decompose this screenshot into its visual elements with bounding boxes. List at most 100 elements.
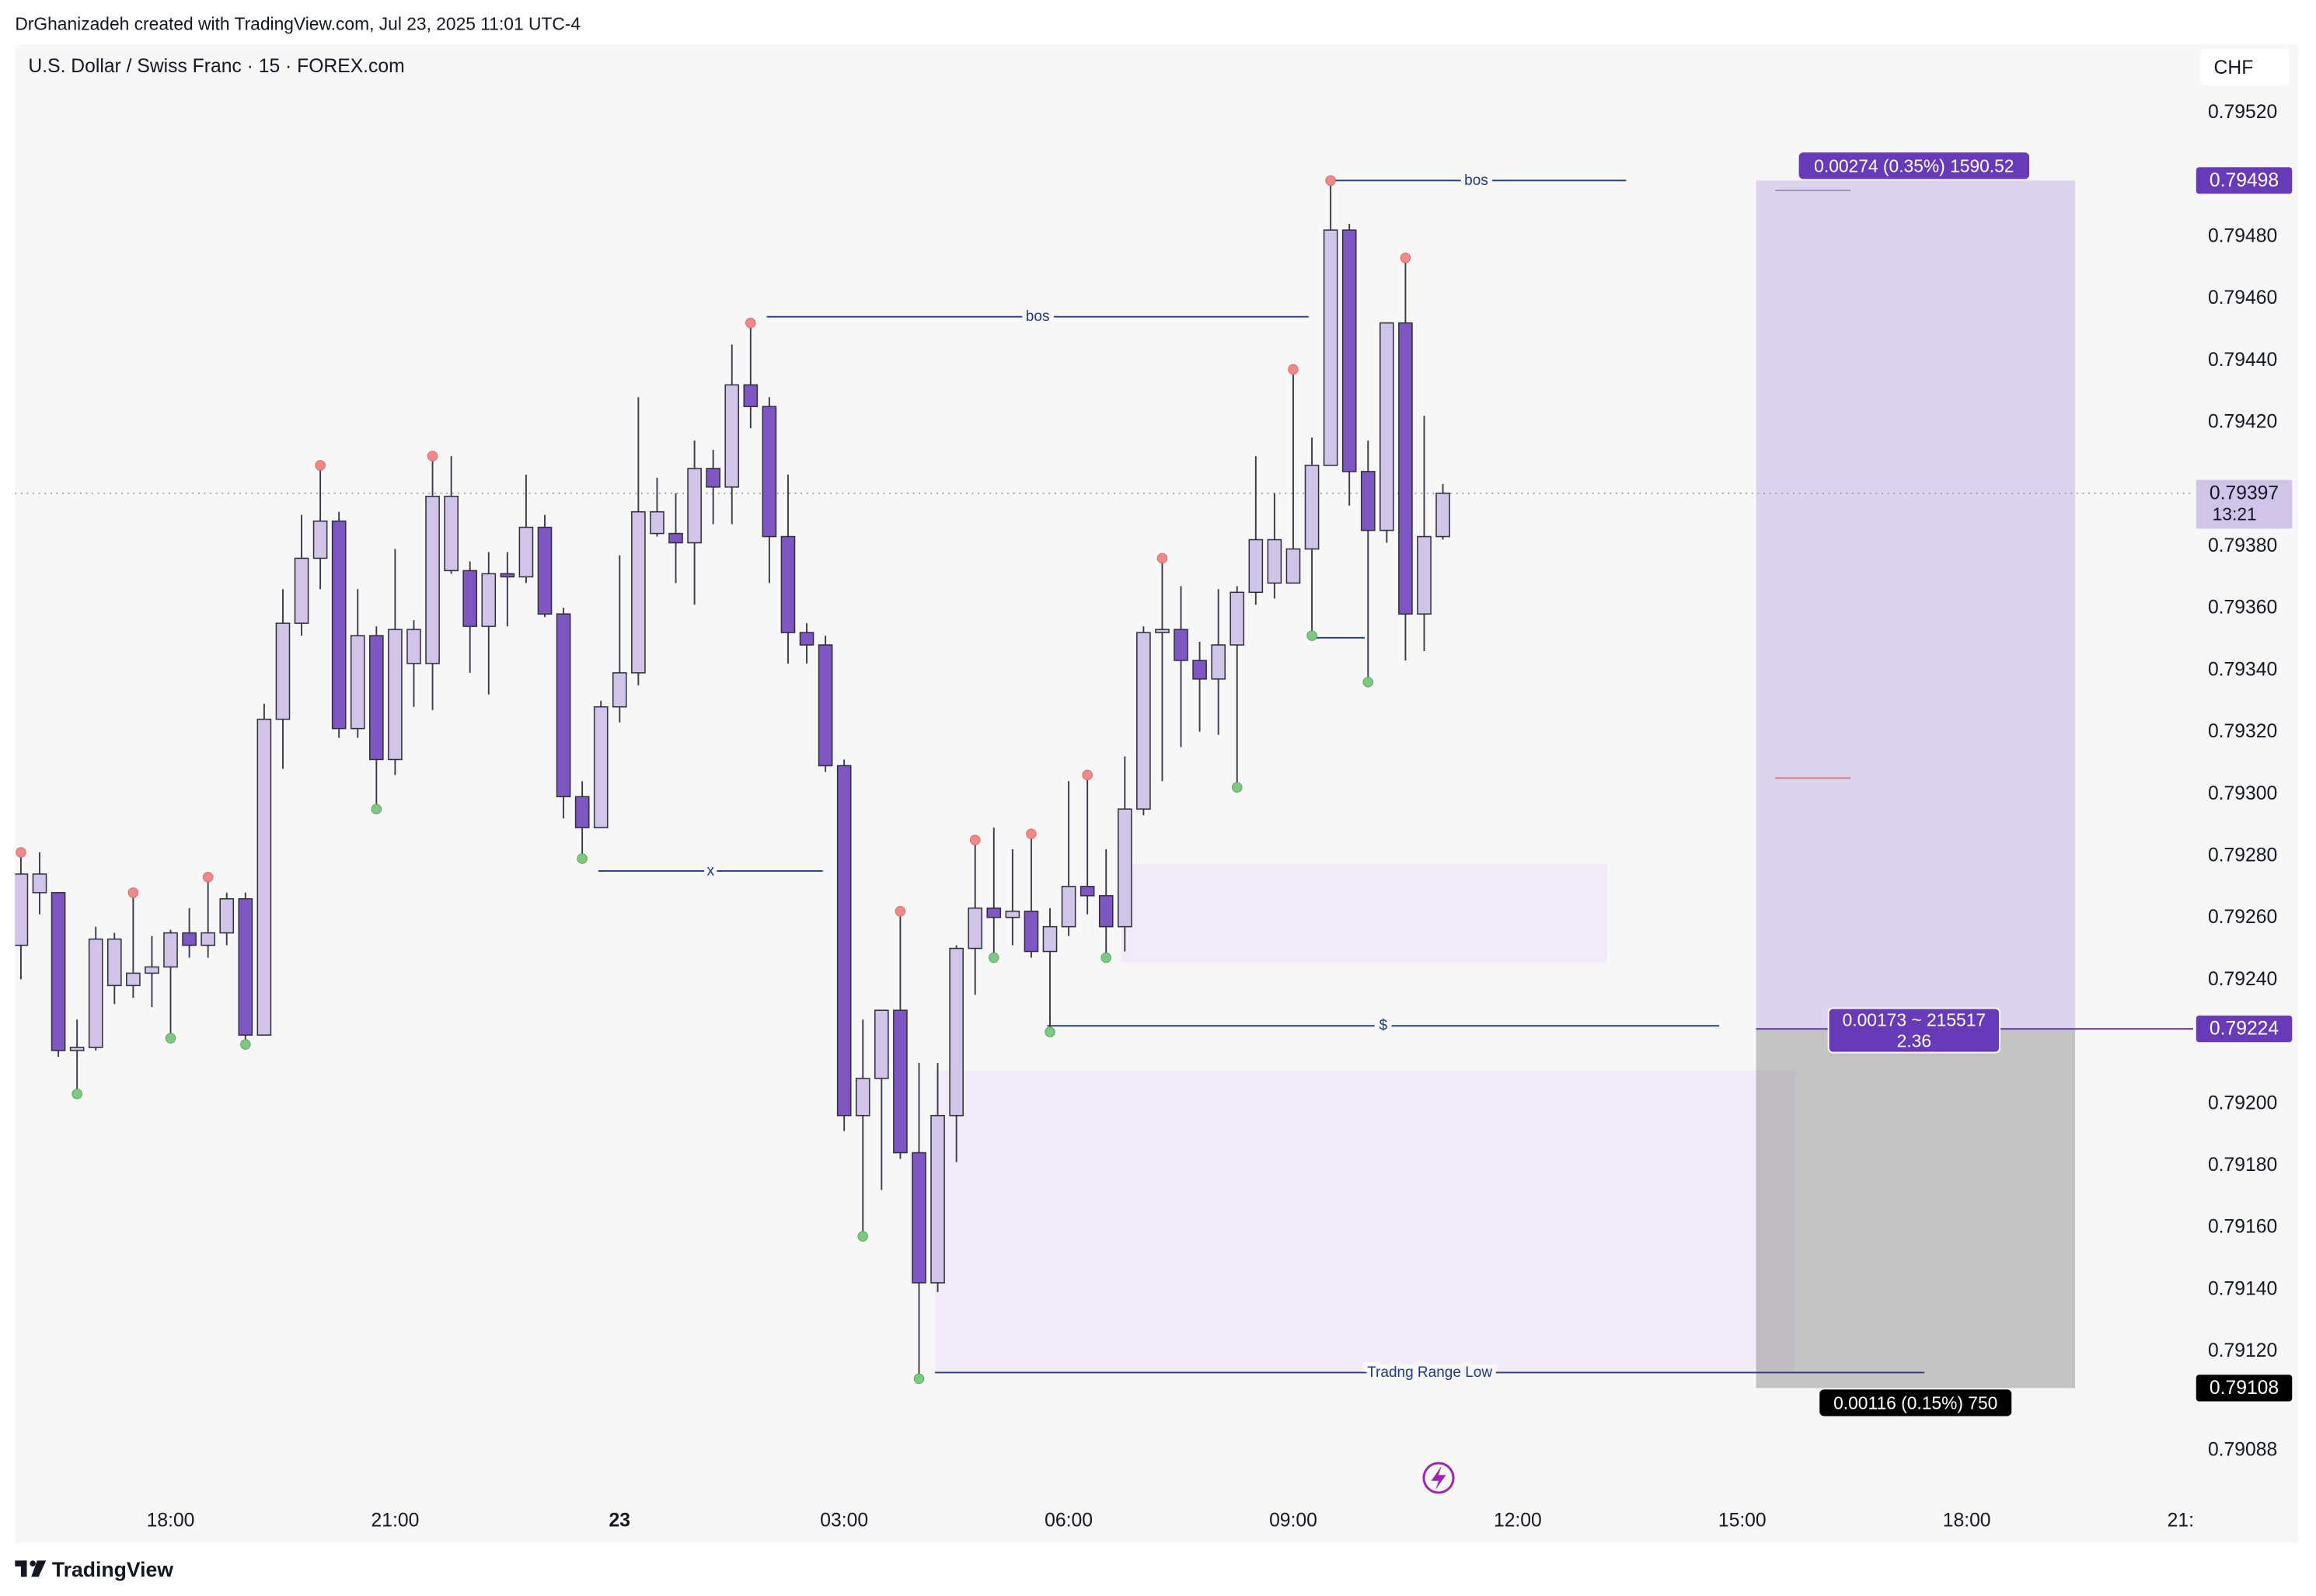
candle-body — [444, 496, 459, 572]
x-tick-label: 12:00 — [1494, 1511, 1542, 1532]
pivot-low — [1100, 952, 1111, 964]
pivot-high — [745, 317, 756, 329]
candle-body — [201, 932, 215, 946]
pivot-low — [913, 1373, 925, 1385]
alert-icon[interactable] — [1422, 1462, 1455, 1494]
candle-body — [780, 535, 796, 633]
candle-body — [106, 938, 122, 987]
candle-body — [968, 907, 983, 950]
candle-body — [69, 1047, 85, 1051]
candle-body — [574, 796, 590, 828]
candle-body — [481, 573, 497, 627]
candle-body — [238, 898, 253, 1036]
y-tick-label: 0.79280 — [2208, 845, 2277, 866]
price-tag-label: 0.79224 — [2210, 1019, 2279, 1040]
price-axis: 0.79520 0.79480 0.79460 0.79440 0.79420 0.793… — [2196, 102, 2293, 1461]
price-tag — [2196, 1016, 2293, 1043]
x-tick-label: 18:00 — [1943, 1511, 1991, 1532]
candle-body — [1098, 895, 1114, 928]
pivot-low — [240, 1039, 251, 1050]
ratio-label: 2.36 — [1897, 1030, 1931, 1051]
candle-body — [1024, 910, 1039, 953]
candle-body — [256, 718, 272, 1036]
pivot-high — [202, 872, 214, 883]
candle-body — [88, 938, 103, 1048]
pivot-high — [315, 460, 326, 471]
target-label-box — [1798, 152, 2030, 179]
logo-part — [20, 1560, 27, 1577]
x-tick-label: 03:00 — [820, 1511, 868, 1532]
x-tick-label: 15:00 — [1718, 1511, 1767, 1532]
candle-body — [874, 1009, 889, 1079]
price-tag-label: 0.79108 — [2210, 1378, 2279, 1399]
candle-body — [1042, 925, 1058, 953]
candle-body — [275, 622, 291, 720]
currency-box[interactable] — [2200, 48, 2290, 86]
y-tick-label: 0.79420 — [2208, 412, 2277, 433]
candle-body — [537, 526, 553, 615]
y-tick-label: 0.79200 — [2208, 1092, 2277, 1113]
candle-body — [743, 384, 759, 407]
candle-body — [724, 384, 740, 488]
alert-circle[interactable] — [1422, 1462, 1455, 1494]
x-tick-label: 21:00 — [2168, 1511, 2216, 1532]
logo-part — [31, 1560, 47, 1577]
footer-brand: TradingView — [52, 1558, 173, 1581]
candle-body — [1117, 808, 1132, 928]
pivot-low — [72, 1089, 82, 1099]
pivot-high — [895, 905, 906, 917]
annotation-label: bos — [1026, 308, 1050, 325]
candle-body — [1267, 538, 1282, 584]
candle-body — [32, 873, 47, 894]
candle-body — [1285, 548, 1301, 584]
candle-body — [650, 511, 664, 535]
candle-body — [182, 932, 197, 946]
plot-area: bos bos x $ Tradng Range Low 0.00274 (0.35%) … — [15, 152, 2216, 1532]
y-tick-label: 0.79180 — [2208, 1155, 2277, 1176]
pivot-high — [1288, 364, 1299, 375]
x-tick-label: 18:00 — [147, 1511, 195, 1532]
candle-body — [593, 706, 609, 828]
zone — [935, 1070, 1795, 1372]
candle-body — [15, 873, 29, 946]
y-tick-label: 0.79160 — [2208, 1217, 2277, 1238]
countdown-label: 13:21 — [2213, 504, 2257, 524]
candle-body — [425, 496, 440, 664]
candle-body — [893, 1009, 908, 1154]
pivot-high — [1082, 769, 1093, 781]
y-tick-label: 0.79460 — [2208, 287, 2277, 308]
symbol-title: U.S. Dollar / Swiss Franc · 15 · FOREX.c… — [28, 56, 404, 77]
candle-body — [762, 406, 777, 538]
pivot-low — [165, 1033, 176, 1044]
x-tick-label: 21:00 — [371, 1511, 420, 1532]
candle-body — [369, 635, 384, 761]
candle-body — [612, 672, 627, 708]
candle-body — [1379, 322, 1394, 531]
pivot-low — [1362, 677, 1374, 688]
candle-body — [799, 632, 814, 646]
price-tag — [2196, 167, 2293, 194]
candle-body — [668, 532, 683, 544]
y-tick-label: 0.79340 — [2208, 659, 2277, 680]
candle-body — [930, 1114, 945, 1284]
candle-body — [219, 898, 235, 934]
target-label: 0.00274 (0.35%) 1590.52 — [1814, 155, 2014, 176]
candle-body — [462, 570, 478, 627]
pivot-high — [1026, 828, 1037, 839]
candle-body — [500, 573, 515, 578]
pivot-low — [857, 1231, 869, 1242]
alert-bolt[interactable] — [1431, 1465, 1446, 1490]
currency[interactable]: CHF — [2214, 57, 2254, 78]
stop-label: 0.00116 (0.15%) 750 — [1833, 1392, 1997, 1413]
candle-body — [1323, 229, 1338, 466]
pivot-high — [427, 451, 438, 462]
candle-body — [818, 644, 833, 767]
zone — [1121, 863, 1607, 963]
header: DrGhanizadeh created with TradingView.co… — [15, 13, 581, 33]
candle-body — [1080, 886, 1095, 897]
y-tick-label: 0.79520 — [2208, 102, 2277, 123]
candle-body — [706, 468, 720, 488]
candle-body — [1005, 910, 1020, 918]
pivot-low — [1306, 630, 1317, 641]
candle-body — [331, 520, 347, 730]
